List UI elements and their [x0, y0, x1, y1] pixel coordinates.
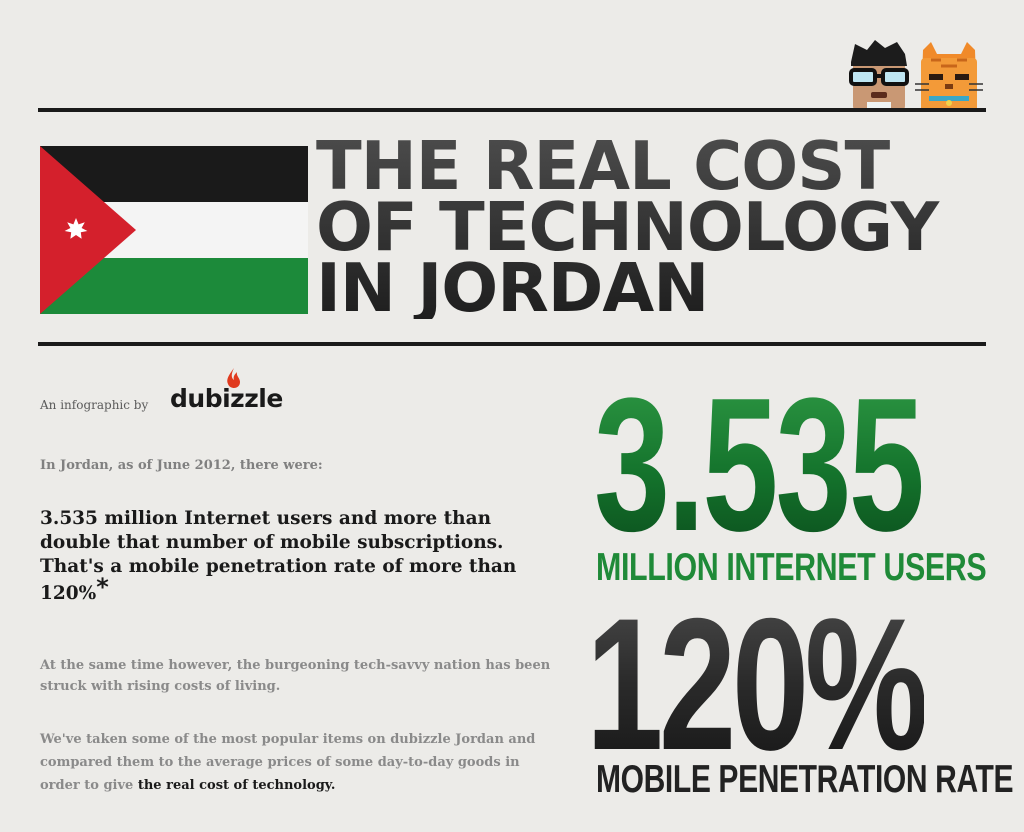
cat-character-icon — [915, 42, 983, 110]
nerd-character-icon — [849, 40, 909, 112]
top-divider — [38, 108, 986, 112]
body-paragraph-2: We've taken some of the most popular ite… — [40, 728, 560, 797]
dubizzle-logo[interactable]: dubizzle — [170, 368, 310, 428]
stat-mobile-penetration-label: MOBILE PENETRATION RATE — [596, 758, 1014, 801]
intro-text: In Jordan, as of June 2012, there were: — [40, 458, 323, 473]
stat-internet-users-label: MILLION INTERNET USERS — [596, 546, 987, 589]
lead-paragraph: 3.535 million Internet users and more th… — [40, 507, 560, 606]
characters-illustration — [849, 40, 983, 112]
bottom-divider — [38, 342, 986, 346]
page-title: THE REAL COST OF TECHNOLOGY IN JORDAN — [316, 136, 1006, 319]
lead-text: 3.535 million Internet users and more th… — [40, 508, 517, 604]
byline-text: An infographic by — [40, 398, 149, 412]
stat-mobile-penetration-value: 120% — [586, 579, 929, 789]
stat-internet-users-value: 3.535 — [594, 359, 925, 571]
title-line-3: IN JORDAN — [316, 249, 709, 327]
body-paragraph-2-text: We've taken some of the most popular ite… — [40, 732, 536, 793]
body-paragraph-2-emphasis: the real cost of technology. — [137, 778, 336, 793]
brand-name: dubizzle — [170, 384, 283, 413]
jordan-flag — [40, 146, 308, 314]
flag-star-icon — [64, 218, 88, 239]
dubizzle-flame-icon — [227, 368, 240, 388]
body-paragraph-1: At the same time however, the burgeoning… — [40, 658, 551, 694]
footnote-asterisk: * — [96, 573, 109, 601]
